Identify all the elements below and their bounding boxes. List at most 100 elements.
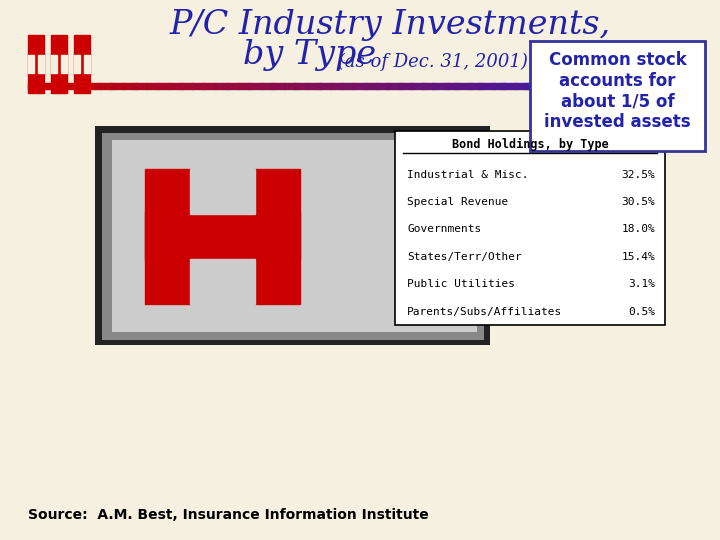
Bar (395, 131, 665, 326)
Bar (337, 83, 341, 89)
Bar (377, 83, 380, 89)
Bar (659, 83, 662, 89)
Bar (482, 83, 485, 89)
Bar (127, 83, 130, 89)
Text: 32.5%: 32.5% (621, 170, 655, 180)
Bar (596, 83, 600, 89)
Bar (209, 83, 212, 89)
Bar (386, 83, 390, 89)
Bar (442, 83, 446, 89)
Bar (366, 83, 370, 89)
Bar (202, 83, 206, 89)
Bar (264, 83, 269, 89)
Bar (100, 83, 104, 89)
Bar (324, 83, 328, 89)
Bar (112, 140, 477, 333)
Bar (163, 83, 166, 89)
Text: 30.5%: 30.5% (621, 197, 655, 207)
Bar (521, 83, 525, 89)
Bar (669, 83, 672, 89)
Bar (419, 83, 423, 89)
Bar (570, 83, 574, 89)
Bar (340, 83, 344, 89)
Bar (301, 83, 305, 89)
Bar (215, 83, 219, 89)
Bar (190, 259, 255, 303)
Bar (675, 83, 679, 89)
Bar (74, 56, 80, 73)
Bar (587, 83, 590, 89)
Bar (97, 83, 101, 89)
Bar (133, 83, 137, 89)
Bar (241, 83, 246, 89)
Bar (123, 83, 127, 89)
Bar (541, 83, 544, 89)
Bar (291, 83, 294, 89)
Bar (390, 83, 393, 89)
Bar (238, 83, 242, 89)
Bar (130, 83, 134, 89)
Bar (84, 83, 88, 89)
Bar (102, 133, 484, 340)
Bar (346, 83, 351, 89)
Bar (534, 83, 538, 89)
Bar (95, 126, 490, 346)
Bar (459, 83, 462, 89)
Bar (485, 83, 488, 89)
Bar (429, 83, 433, 89)
Bar (560, 83, 564, 89)
Bar (179, 83, 183, 89)
Bar (84, 56, 90, 73)
Bar (474, 83, 479, 89)
Bar (343, 83, 347, 89)
Bar (655, 83, 660, 89)
Bar (251, 83, 255, 89)
Bar (271, 83, 275, 89)
Bar (498, 83, 502, 89)
Bar (465, 83, 469, 89)
Bar (45, 83, 48, 89)
Bar (153, 83, 157, 89)
Bar (186, 83, 189, 89)
Text: Industrial & Misc.: Industrial & Misc. (407, 170, 528, 180)
Text: P/C Industry Investments,: P/C Industry Investments, (169, 9, 611, 41)
Bar (629, 83, 633, 89)
Text: 15.4%: 15.4% (621, 252, 655, 262)
Bar (600, 83, 603, 89)
Bar (310, 83, 315, 89)
Bar (593, 83, 597, 89)
Bar (369, 83, 374, 89)
Bar (205, 83, 210, 89)
Text: (as of Dec. 31, 2001): (as of Dec. 31, 2001) (332, 53, 528, 71)
Bar (554, 83, 557, 89)
Bar (514, 83, 518, 89)
Bar (636, 83, 639, 89)
Bar (51, 35, 67, 93)
Bar (225, 83, 229, 89)
Bar (511, 83, 515, 89)
Bar (557, 83, 561, 89)
Bar (28, 35, 44, 93)
Bar (373, 83, 377, 89)
Bar (320, 83, 324, 89)
Bar (307, 83, 311, 89)
Bar (104, 83, 107, 89)
Bar (120, 83, 124, 89)
Bar (422, 83, 426, 89)
Bar (564, 83, 567, 89)
Bar (652, 83, 656, 89)
Bar (354, 83, 357, 89)
Bar (192, 83, 196, 89)
Bar (590, 83, 593, 89)
Bar (383, 83, 387, 89)
Text: Common stock
accounts for
about 1/5 of
invested assets: Common stock accounts for about 1/5 of i… (544, 51, 690, 131)
Bar (281, 83, 284, 89)
Bar (228, 83, 232, 89)
Bar (436, 83, 439, 89)
Text: States/Terr/Other: States/Terr/Other (407, 252, 522, 262)
Bar (74, 83, 78, 89)
Bar (255, 83, 258, 89)
Bar (606, 83, 610, 89)
Bar (472, 83, 475, 89)
Bar (51, 83, 55, 89)
